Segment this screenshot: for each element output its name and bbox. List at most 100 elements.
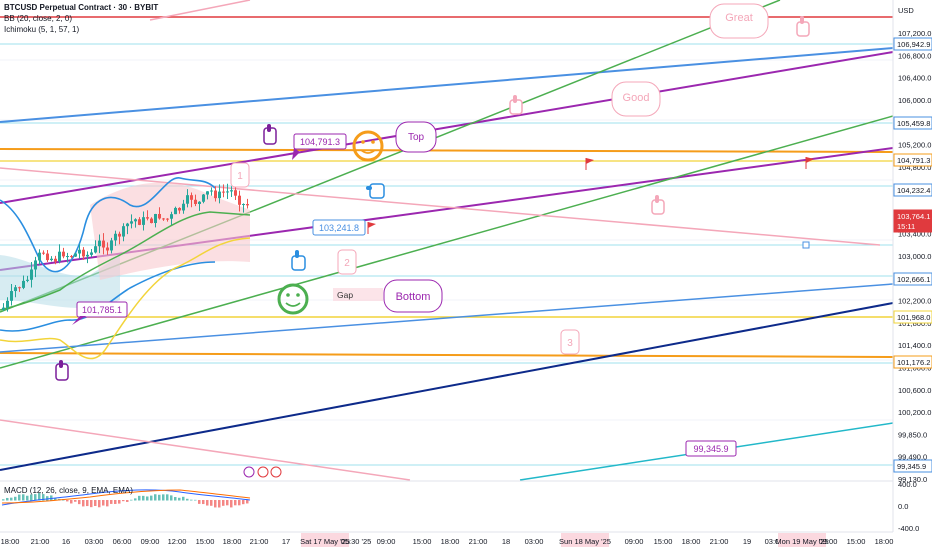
price-axis-labels: 106,942.9 105,459.8 104,791.3 104,232.4 103,… (893, 37, 932, 473)
candle-body (78, 249, 81, 254)
time-tick: 21:00 (250, 537, 269, 546)
macd-bar (22, 494, 25, 501)
macd-bar (182, 496, 185, 501)
candle-body (74, 253, 77, 257)
countdown-label: 15:11 (897, 222, 915, 231)
hand-pointer-purple-icon (263, 124, 277, 145)
macd-bar (130, 499, 133, 501)
wave-1: 1 (230, 162, 250, 188)
candle-body (218, 191, 221, 199)
time-axis-ticks: 18:00 21:00 16 03:00 06:00 09:00 12:00 15:00 18:… (1, 533, 893, 547)
time-tick: 21:00 (31, 537, 50, 546)
macd-histogram (2, 492, 249, 508)
macd-bar (2, 499, 5, 501)
candle-body (66, 256, 69, 258)
price-label-box (893, 355, 932, 369)
candle-body (222, 191, 225, 193)
candle-body (2, 307, 5, 310)
macd-bar (50, 495, 53, 501)
candle-body (114, 233, 117, 241)
candle-body (90, 252, 93, 255)
price-tick: 102,200.0 (898, 297, 931, 306)
price-tick: 103,000.0 (898, 252, 931, 261)
macd-bar (34, 494, 37, 501)
price-axis[interactable] (893, 0, 932, 532)
macd-bar (110, 500, 113, 504)
candle-body (154, 213, 157, 224)
time-tick: 19 (743, 537, 751, 546)
macd-bar (134, 498, 137, 501)
candle-body (202, 194, 205, 202)
date-highlight (301, 533, 349, 547)
macd-bar (210, 500, 213, 506)
candle-body (102, 240, 105, 248)
candle-body (166, 218, 169, 220)
price-tick: 99,850.0 (898, 430, 927, 439)
macd-bar (26, 495, 29, 501)
time-tick: 15:00 (196, 537, 215, 546)
macd-bar (6, 497, 9, 501)
wave-1-text: 1 (237, 171, 243, 182)
macd-bar (166, 494, 169, 501)
bubble-great: Great (709, 3, 769, 39)
flag-icon (805, 157, 814, 169)
macd-bar (158, 494, 161, 501)
candle-body (94, 246, 97, 253)
candle-body (14, 287, 17, 292)
time-tick: Sat 17 May '25 (300, 537, 350, 546)
callout-low: 101,785.1 (72, 301, 128, 325)
price-tick: 104,800.0 (898, 163, 931, 172)
symbol-legend[interactable]: BTCUSD Perpetual Contract · 30 · BYBIT (4, 3, 159, 12)
bb-legend[interactable]: BB (20, close, 2, 0) (4, 14, 73, 23)
candle-body (58, 251, 61, 262)
hand-pointer-pink-icon (651, 195, 665, 215)
wave-3-text: 3 (567, 338, 573, 349)
macd-bar (42, 494, 45, 501)
macd-bar (10, 497, 13, 501)
macd-bar (190, 499, 193, 501)
macd-legend[interactable]: MACD (12, 26, close, 9, EMA, EMA) (4, 486, 133, 495)
hand-pointer-pink-great-icon (796, 16, 810, 37)
time-tick: 21:00 (469, 537, 488, 546)
event-icons (243, 466, 282, 478)
callout-bottom-right: 99,345.9 (685, 440, 737, 457)
macd-bar (118, 500, 121, 504)
time-tick: 09:00 (377, 537, 396, 546)
price-label-box (893, 310, 932, 324)
candle-body (126, 223, 129, 227)
hand-pointer-pink-top-icon (509, 95, 523, 115)
macd-bar (46, 496, 49, 501)
time-tick: Mon 19 May '25 (775, 537, 828, 546)
bubble-good-text: Good (623, 92, 650, 104)
macd-bar (78, 500, 81, 505)
candle-body (174, 207, 177, 215)
wave-3: 3 (560, 329, 580, 355)
macd-bar (90, 500, 93, 508)
time-axis[interactable] (0, 532, 932, 550)
candle-body (22, 280, 25, 288)
time-tick: 16 (62, 537, 70, 546)
candle-body (230, 190, 233, 192)
time-tick: 18 (502, 537, 510, 546)
candle-body (206, 191, 209, 195)
time-tick: 09:00 (625, 537, 644, 546)
macd-bar (138, 495, 141, 501)
macd-bar (222, 500, 225, 506)
macd-bar (162, 494, 165, 501)
time-tick: 21:00 (710, 537, 729, 546)
bubble-good: Good (611, 81, 661, 117)
ichimoku-legend[interactable]: Ichimoku (5, 1, 57, 1) (4, 25, 80, 34)
candle-body (214, 190, 217, 199)
callout-mid: 103,241.8 (312, 219, 366, 236)
price-tick: 103,400.0 (898, 230, 931, 239)
candle-body (46, 253, 49, 261)
time-tick: Sun 18 May '25 (559, 537, 611, 546)
candle-body (170, 214, 173, 219)
time-tick: 18:00 (223, 537, 242, 546)
candle-body (110, 240, 113, 251)
smiley-orange-icon (352, 130, 384, 162)
macd-bar (174, 497, 177, 501)
time-tick: 03:00 (765, 537, 784, 546)
macd-bar (122, 500, 125, 502)
